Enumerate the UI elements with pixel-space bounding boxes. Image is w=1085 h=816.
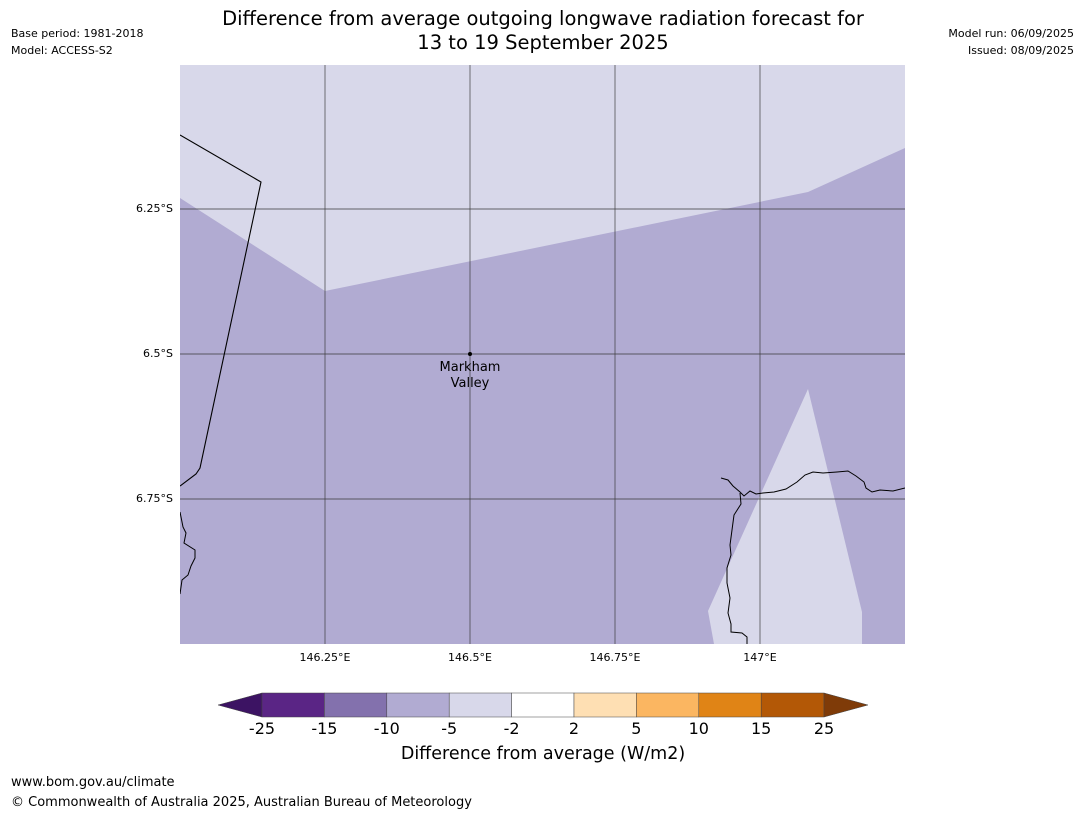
place-label-markham-valley: Markham Valley bbox=[439, 360, 501, 391]
colorbar-tick: 2 bbox=[568, 719, 580, 738]
colorbar-title: Difference from average (W/m2) bbox=[400, 744, 686, 764]
colorbar-extend-high bbox=[823, 692, 869, 718]
colorbar-tick: 5 bbox=[631, 719, 642, 738]
colorbar-segment-5 bbox=[511, 692, 575, 718]
lon-label-147: 147°E bbox=[743, 651, 777, 664]
colorbar-tick: -15 bbox=[311, 719, 338, 738]
anomaly-field-southeast bbox=[708, 389, 862, 644]
model-run-text: Model run: 06/09/2025 bbox=[948, 27, 1074, 40]
metadata-right: Model run: 06/09/2025 Issued: 08/09/2025 bbox=[948, 25, 1074, 59]
model-text: Model: ACCESS-S2 bbox=[11, 44, 113, 57]
colorbar-tick: 25 bbox=[813, 719, 835, 738]
footer-url: www.bom.gov.au/climate bbox=[11, 775, 175, 790]
footer-copyright: © Commonwealth of Australia 2025, Austra… bbox=[11, 795, 472, 810]
colorbar-tick: -25 bbox=[248, 719, 276, 738]
west-coastline bbox=[180, 511, 196, 595]
metadata-left: Base period: 1981-2018 Model: ACCESS-S2 bbox=[11, 25, 143, 59]
colorbar-tick: -10 bbox=[373, 719, 400, 738]
lat-label-6-25: 6.25°S bbox=[136, 202, 173, 215]
anomaly-field-north bbox=[180, 65, 905, 291]
colorbar-segment-9 bbox=[760, 692, 825, 718]
map-title: Difference from average outgoing longwav… bbox=[222, 7, 864, 54]
colorbar-segment-1 bbox=[261, 692, 325, 718]
east-coastline bbox=[720, 470, 905, 644]
colorbar bbox=[217, 692, 869, 718]
colorbar-segment-2 bbox=[324, 692, 388, 718]
colorbar-segment-4 bbox=[448, 692, 512, 718]
lat-label-6-5: 6.5°S bbox=[143, 347, 173, 360]
colorbar-tick: -2 bbox=[503, 719, 520, 738]
colorbar-tick: -5 bbox=[441, 719, 458, 738]
colorbar-extend-low bbox=[217, 692, 263, 718]
issued-text: Issued: 08/09/2025 bbox=[967, 44, 1074, 57]
colorbar-segment-6 bbox=[573, 692, 637, 718]
province-border bbox=[180, 134, 262, 487]
colorbar-segment-8 bbox=[698, 692, 762, 718]
base-period-text: Base period: 1981-2018 bbox=[11, 27, 144, 40]
lat-label-6-75: 6.75°S bbox=[136, 492, 173, 505]
colorbar-tick: 10 bbox=[688, 719, 709, 738]
lon-label-146-25: 146.25°E bbox=[299, 651, 351, 664]
lon-label-146-5: 146.5°E bbox=[448, 651, 492, 664]
colorbar-segment-3 bbox=[386, 692, 450, 718]
markham-valley-marker bbox=[468, 352, 472, 356]
colorbar-tick: 15 bbox=[751, 719, 772, 738]
map-grid bbox=[180, 65, 905, 644]
colorbar-segment-7 bbox=[636, 692, 700, 718]
lon-label-146-75: 146.75°E bbox=[589, 651, 641, 664]
